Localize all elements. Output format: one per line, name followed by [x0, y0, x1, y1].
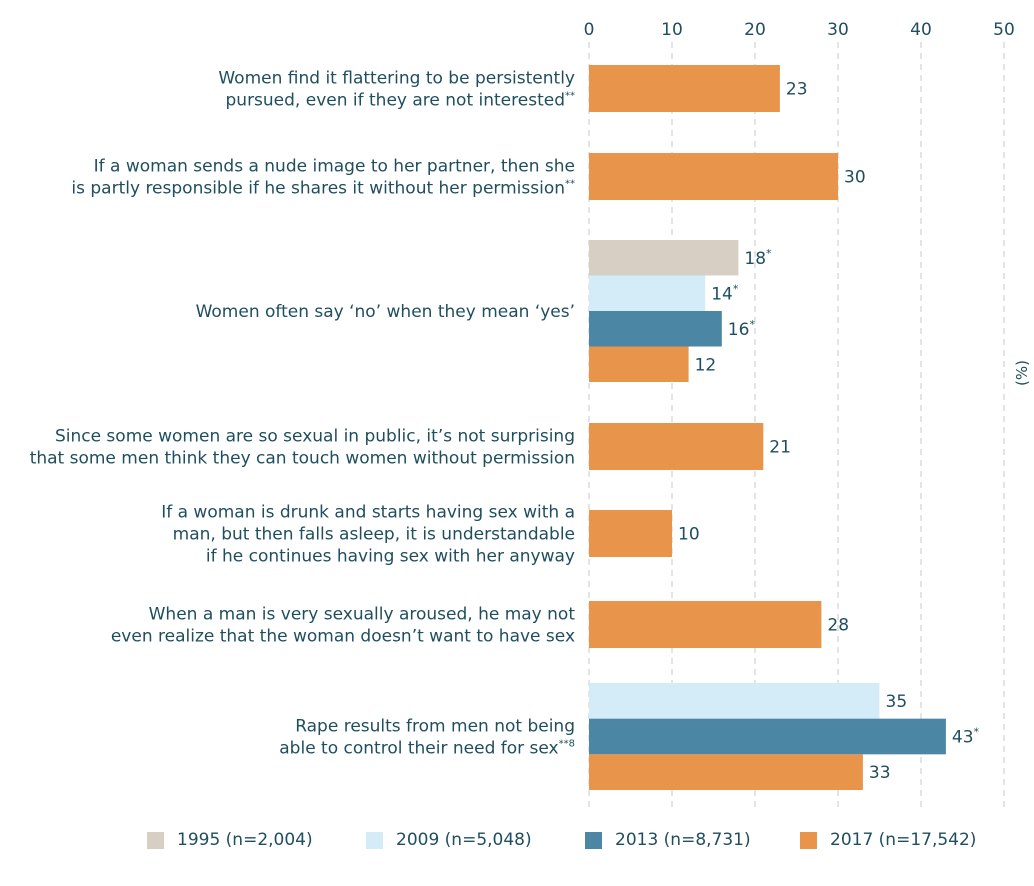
bar-chart: 0 10 20 30 40 50 Women find it flattering to …: [30, 20, 1031, 808]
category-label-4-line-1: Since some women are so sexual in public…: [55, 427, 575, 447]
category-label-5-line-1: If a woman is drunk and starts having se…: [161, 503, 575, 523]
value-labels: 23 30 18*14* 16* 12 21 10 28 35 43* 33: [678, 80, 980, 784]
category-label-4-line-2: that some men think they can touch women…: [30, 449, 575, 469]
legend: 1995 (n=2,004) 2009 (n=5,048) 2013 (n=8,…: [0, 824, 1034, 856]
tick-label-0: 0: [584, 20, 595, 40]
legend-label-2013: 2013 (n=8,731): [615, 830, 751, 850]
bar-3-1995: [589, 240, 739, 276]
legend-swatch-1995: [147, 831, 164, 849]
bar-3-2017: [589, 346, 689, 382]
legend-label-2009: 2009 (n=5,048): [396, 830, 532, 850]
bar-6-2017: [589, 601, 822, 648]
category-label-6-line-2: even realize that the woman doesn’t want…: [111, 627, 575, 647]
value-label-4-1: 21: [769, 438, 791, 458]
bars: [589, 65, 946, 790]
bar-2-2017: [589, 153, 838, 200]
bar-3-2009: [589, 275, 706, 311]
x-axis-ticks: 0 10 20 30 40 50: [584, 20, 1015, 40]
bar-3-2013: [589, 311, 722, 347]
category-label-2-line-2: is partly responsible if he shares it wi…: [71, 179, 575, 199]
category-label-1-line-2: pursued, even if they are not interested…: [226, 91, 576, 111]
category-label-1-line-1: Women find it flattering to be persisten…: [218, 69, 575, 89]
unit-label: (%): [1013, 360, 1031, 386]
value-label-7-2: 43*: [952, 726, 980, 748]
value-label-1-1: 23: [786, 80, 808, 100]
legend-swatch-2013: [585, 831, 602, 849]
bar-7-2013: [589, 718, 946, 755]
legend-label-2017: 2017 (n=17,542): [830, 830, 977, 850]
legend-swatch-2017: [800, 831, 817, 849]
value-label-3-3: 16*: [728, 318, 756, 340]
value-label-3-1: 18*: [744, 247, 772, 269]
value-label-5-1: 10: [678, 525, 700, 545]
tick-label-30: 30: [827, 20, 849, 40]
value-label-6-1: 28: [827, 616, 849, 636]
category-labels: Women find it flattering to be persisten…: [30, 69, 576, 759]
bar-7-2017: [589, 754, 863, 790]
value-label-2-1: 30: [844, 168, 866, 188]
bar-5-2017: [589, 510, 672, 557]
category-label-5-line-2: man, but then falls asleep, it is unders…: [173, 525, 575, 545]
category-label-2-line-1: If a woman sends a nude image to her par…: [94, 157, 575, 177]
category-label-5-line-3: if he continues having sex with her anyw…: [206, 547, 575, 567]
tick-label-10: 10: [661, 20, 683, 40]
legend-label-1995: 1995 (n=2,004): [177, 830, 313, 850]
value-label-3-4: 12: [695, 355, 717, 375]
bar-7-2009: [589, 683, 880, 719]
legend-item-2009: 2009 (n=5,048): [366, 824, 532, 856]
legend-item-2013: 2013 (n=8,731): [585, 824, 751, 856]
tick-label-40: 40: [910, 20, 932, 40]
category-label-7-line-2: able to control their need for sex**8: [279, 739, 575, 759]
category-label-6-line-1: When a man is very sexually aroused, he …: [149, 605, 576, 625]
category-label-3-line-1: Women often say ‘no’ when they mean ‘yes…: [196, 302, 575, 322]
tick-label-50: 50: [993, 20, 1015, 40]
legend-item-1995: 1995 (n=2,004): [147, 824, 313, 856]
tick-label-20: 20: [744, 20, 766, 40]
grid-lines: [588, 42, 1005, 808]
value-label-7-1: 35: [886, 692, 908, 712]
bar-4-2017: [589, 423, 764, 470]
bar-1-2017: [589, 65, 780, 112]
legend-item-2017: 2017 (n=17,542): [800, 824, 976, 856]
value-label-7-3: 33: [869, 763, 891, 783]
legend-swatch-2009: [366, 831, 383, 849]
category-label-7-line-1: Rape results from men not being: [295, 717, 575, 737]
value-label-3-2: 14*: [711, 282, 739, 304]
